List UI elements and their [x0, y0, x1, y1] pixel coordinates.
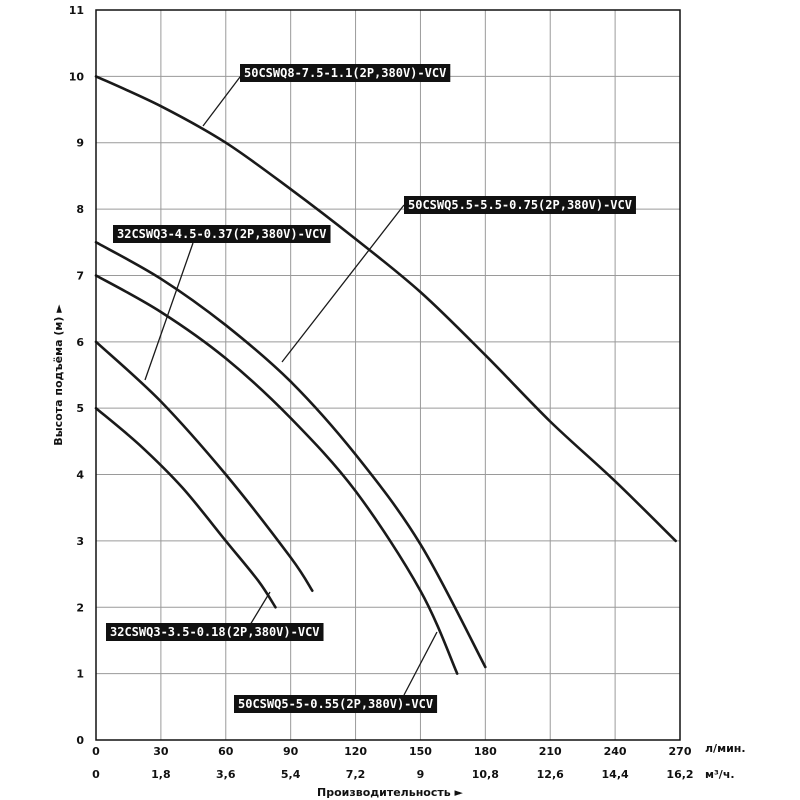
- series-line-1: [94, 75, 677, 543]
- curve-label-box: [106, 623, 324, 641]
- y-tick-label: 9: [76, 137, 84, 150]
- x-tick-label-primary: 90: [283, 745, 299, 758]
- curves: [94, 75, 677, 675]
- curve-label: 50CSWQ8-7.5-1.1(2P,380V)-VCV: [244, 66, 446, 80]
- curve-label-box: [113, 225, 331, 243]
- y-tick-label: 2: [76, 601, 84, 614]
- curve-label-box: [240, 64, 451, 82]
- y-tick-label: 6: [76, 336, 84, 349]
- curve-label: 50CSWQ5.5-5.5-0.75(2P,380V)-VCV: [408, 198, 632, 212]
- y-tick-label: 0: [76, 734, 84, 747]
- x-tick-label-secondary: 5,4: [281, 768, 301, 781]
- leader-line: [144, 242, 194, 381]
- x-tick-label-primary: 150: [409, 745, 432, 758]
- tick-labels: 0 1 2 3 4 5 6 7 8 9 10 11 0 30 60 90 120 150 180 210 240 270 0…: [69, 4, 694, 781]
- series-line-4: [94, 340, 314, 592]
- curve-labels: 50CSWQ8-7.5-1.1(2P,380V)-VCV 50CSWQ5.5-5.…: [106, 64, 636, 713]
- y-tick-label: 11: [69, 4, 84, 17]
- x-tick-label-secondary: 3,6: [216, 768, 236, 781]
- y-tick-label: 1: [76, 668, 84, 681]
- x-tick-label-primary: 240: [604, 745, 627, 758]
- y-axis-title: Высота подъёма (м) ►: [52, 304, 65, 446]
- x-tick-label-primary: 60: [218, 745, 234, 758]
- y-tick-label: 3: [76, 535, 84, 548]
- x-unit-secondary: м³/ч.: [705, 768, 735, 781]
- leader-line: [249, 591, 271, 626]
- y-tick-label: 5: [76, 402, 84, 415]
- x-tick-label-secondary: 10,8: [472, 768, 499, 781]
- curve-label: 50CSWQ5-5-0.55(2P,380V)-VCV: [238, 697, 433, 711]
- x-tick-label-primary: 180: [474, 745, 497, 758]
- x-tick-label-secondary: 7,2: [346, 768, 366, 781]
- leader-line: [202, 72, 244, 127]
- leader-line: [403, 631, 438, 696]
- curve-label: 32CSWQ3-4.5-0.37(2P,380V)-VCV: [117, 227, 327, 241]
- x-unit-primary: л/мин.: [705, 742, 746, 755]
- y-tick-label: 4: [76, 469, 84, 482]
- curve-label-box: [234, 695, 438, 713]
- y-tick-label: 10: [69, 70, 85, 83]
- x-tick-label-primary: 0: [92, 745, 100, 758]
- x-tick-label-secondary: 16,2: [666, 768, 693, 781]
- y-tick-label: 7: [76, 269, 84, 282]
- y-tick-label: 8: [76, 203, 84, 216]
- x-tick-label-primary: 210: [539, 745, 562, 758]
- x-tick-label-primary: 270: [669, 745, 692, 758]
- x-axis-title: Производительность ►: [317, 786, 464, 799]
- leader-line: [281, 204, 405, 363]
- series-line-5: [94, 406, 277, 609]
- series-line-2: [94, 241, 487, 669]
- x-tick-label-secondary: 9: [417, 768, 425, 781]
- x-tick-label-primary: 30: [153, 745, 169, 758]
- curve-label-box: [404, 196, 636, 214]
- plot-frame: [95, 9, 681, 741]
- x-tick-label-primary: 120: [344, 745, 367, 758]
- x-tick-label-secondary: 14,4: [602, 768, 629, 781]
- x-tick-label-secondary: 0: [92, 768, 100, 781]
- curve-label: 32CSWQ3-3.5-0.18(2P,380V)-VCV: [110, 625, 320, 639]
- series-line-3: [94, 274, 459, 675]
- x-tick-label-secondary: 1,8: [151, 768, 171, 781]
- x-tick-label-secondary: 12,6: [537, 768, 564, 781]
